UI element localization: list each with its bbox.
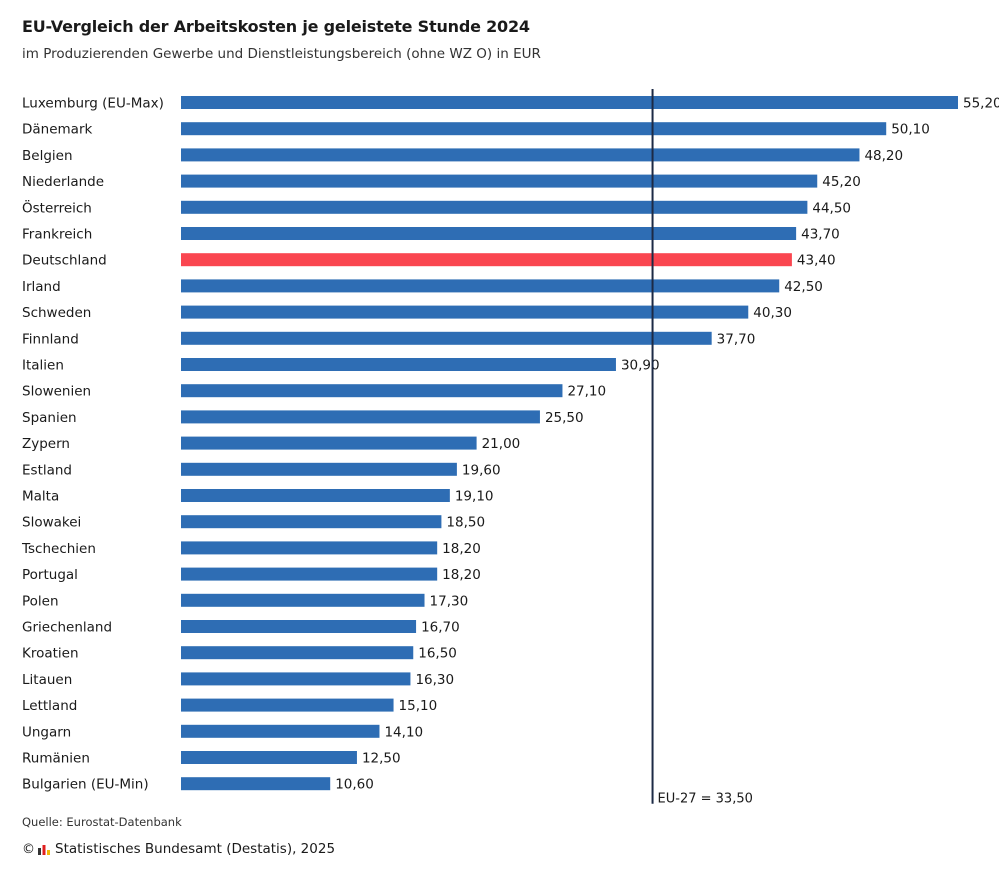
bar-slowenien <box>181 384 563 398</box>
value-label-kroatien: 16,50 <box>418 646 457 662</box>
category-label-ungarn: Ungarn <box>22 724 71 740</box>
value-label-schweden: 40,30 <box>753 305 792 321</box>
destatis-logo-icon <box>38 845 50 855</box>
bar-schweden <box>181 305 749 319</box>
bar-tschechien <box>181 541 438 555</box>
value-label-estland: 19,60 <box>462 462 501 478</box>
value-label-tschechien: 18,20 <box>442 541 481 557</box>
category-label-dänemark: Dänemark <box>22 122 93 138</box>
bar-zypern <box>181 436 477 450</box>
bar-dänemark <box>181 122 887 136</box>
bar-ungarn <box>181 724 380 738</box>
value-label-rumänien: 12,50 <box>362 751 401 767</box>
eu-average-label: EU-27 = 33,50 <box>658 792 753 805</box>
copyright-icon: © <box>22 841 35 857</box>
value-label-lettland: 15,10 <box>399 698 438 714</box>
value-label-österreich: 44,50 <box>812 200 851 216</box>
bar-italien <box>181 358 616 371</box>
category-label-spanien: Spanien <box>22 410 77 426</box>
category-label-deutschland: Deutschland <box>22 253 107 269</box>
value-label-griechenland: 16,70 <box>421 620 460 636</box>
bar-irland <box>181 279 780 293</box>
bar-lettland <box>181 698 394 712</box>
category-label-frankreich: Frankreich <box>22 227 92 243</box>
copyright-line: © Statistisches Bundesamt (Destatis), 20… <box>22 841 335 857</box>
bar-portugal <box>181 567 438 581</box>
value-label-zypern: 21,00 <box>482 436 521 452</box>
category-label-rumänien: Rumänien <box>22 751 90 767</box>
value-label-deutschland: 43,40 <box>797 253 836 269</box>
category-label-finnland: Finnland <box>22 331 79 347</box>
chart-title: EU-Vergleich der Arbeitskosten je geleis… <box>22 17 530 36</box>
bar-deutschland <box>181 253 792 267</box>
category-label-bulgarien-eu-min: Bulgarien (EU-Min) <box>22 777 149 793</box>
value-label-slowenien: 27,10 <box>567 384 606 400</box>
value-label-malta: 19,10 <box>455 489 494 505</box>
category-label-malta: Malta <box>22 489 59 505</box>
bar-kroatien <box>181 646 414 660</box>
category-label-lettland: Lettland <box>22 698 77 714</box>
bar-chart: Luxemburg (EU-Max) 55,20 Dänemark 50,10 Belg… <box>21 89 999 805</box>
category-label-litauen: Litauen <box>22 672 72 688</box>
bar-rumänien <box>181 751 357 764</box>
bar-malta <box>181 489 450 502</box>
bar-belgien <box>181 148 860 162</box>
value-label-slowakei: 18,50 <box>446 515 485 531</box>
category-label-italien: Italien <box>22 358 64 374</box>
category-label-österreich: Österreich <box>22 198 92 216</box>
bar-finnland <box>181 331 712 345</box>
bar-griechenland <box>181 620 417 633</box>
value-label-portugal: 18,20 <box>442 567 481 583</box>
chart-subtitle: im Produzierenden Gewerbe und Dienstleis… <box>22 46 541 62</box>
bar-österreich <box>181 200 808 214</box>
category-label-irland: Irland <box>22 279 61 295</box>
value-label-italien: 30,90 <box>621 358 660 374</box>
value-label-belgien: 48,20 <box>864 148 903 164</box>
value-label-finnland: 37,70 <box>717 331 756 347</box>
category-label-griechenland: Griechenland <box>22 620 112 636</box>
value-label-ungarn: 14,10 <box>384 724 423 740</box>
value-label-frankreich: 43,70 <box>801 227 840 243</box>
bar-frankreich <box>181 227 797 240</box>
bar-luxemburg-eu-max <box>181 96 958 109</box>
category-label-belgien: Belgien <box>22 148 73 164</box>
category-label-polen: Polen <box>22 593 59 609</box>
bar-spanien <box>181 410 540 424</box>
value-label-luxemburg-eu-max: 55,20 <box>963 96 999 112</box>
bar-estland <box>181 462 457 476</box>
bar-slowakei <box>181 515 442 529</box>
value-label-bulgarien-eu-min: 10,60 <box>335 777 374 793</box>
value-label-niederlande: 45,20 <box>822 174 861 190</box>
category-label-luxemburg-eu-max: Luxemburg (EU-Max) <box>22 96 164 112</box>
value-label-dänemark: 50,10 <box>891 122 930 138</box>
category-label-tschechien: Tschechien <box>21 541 96 557</box>
category-label-slowenien: Slowenien <box>22 384 91 400</box>
value-label-polen: 17,30 <box>430 593 469 609</box>
copyright-text: Statistisches Bundesamt (Destatis), 2025 <box>55 841 336 857</box>
bar-polen <box>181 593 425 607</box>
category-label-zypern: Zypern <box>22 436 70 452</box>
bar-niederlande <box>181 174 818 188</box>
category-label-kroatien: Kroatien <box>22 646 79 662</box>
category-label-schweden: Schweden <box>22 305 91 321</box>
value-label-irland: 42,50 <box>784 279 823 295</box>
category-label-portugal: Portugal <box>22 567 78 583</box>
source-note: Quelle: Eurostat-Datenbank <box>22 815 182 829</box>
value-label-litauen: 16,30 <box>415 672 454 688</box>
category-label-slowakei: Slowakei <box>22 515 81 531</box>
bar-bulgarien-eu-min <box>181 777 331 791</box>
value-label-spanien: 25,50 <box>545 410 584 426</box>
bar-litauen <box>181 672 411 686</box>
category-label-estland: Estland <box>22 462 72 478</box>
category-label-niederlande: Niederlande <box>22 174 104 190</box>
